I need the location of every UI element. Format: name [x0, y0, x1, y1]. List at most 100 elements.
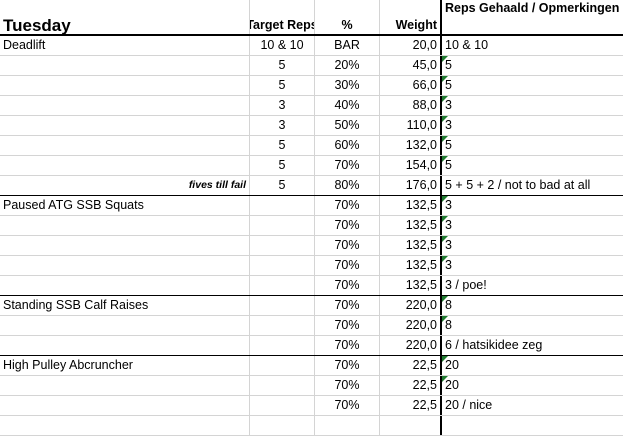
target-reps-cell[interactable]: [250, 396, 315, 415]
percent-cell[interactable]: 50%: [315, 116, 380, 135]
reps-done-cell[interactable]: 3: [442, 196, 623, 215]
target-reps-cell[interactable]: 5: [250, 176, 315, 195]
exercise-cell[interactable]: fives till fail: [0, 176, 250, 195]
weight-cell[interactable]: 22,5: [380, 396, 442, 415]
target-reps-cell[interactable]: 5: [250, 156, 315, 175]
target-reps-cell[interactable]: 10 & 10: [250, 36, 315, 55]
exercise-cell[interactable]: [0, 256, 250, 275]
percent-cell[interactable]: 70%: [315, 376, 380, 395]
target-reps-cell[interactable]: [250, 356, 315, 375]
reps-done-cell[interactable]: 5: [442, 76, 623, 95]
percent-cell[interactable]: 70%: [315, 396, 380, 415]
exercise-cell[interactable]: [0, 376, 250, 395]
weight-cell[interactable]: 132,5: [380, 276, 442, 295]
exercise-cell[interactable]: Deadlift: [0, 36, 250, 55]
weight-cell[interactable]: 132,5: [380, 196, 442, 215]
target-reps-cell[interactable]: [250, 196, 315, 215]
reps-done-cell[interactable]: 5: [442, 136, 623, 155]
exercise-cell[interactable]: [0, 156, 250, 175]
weight-cell[interactable]: 220,0: [380, 336, 442, 355]
target-reps-cell[interactable]: 5: [250, 76, 315, 95]
exercise-cell[interactable]: [0, 216, 250, 235]
exercise-cell[interactable]: [0, 276, 250, 295]
percent-cell[interactable]: 70%: [315, 256, 380, 275]
reps-done-cell[interactable]: 10 & 10: [445, 38, 489, 52]
percent-cell[interactable]: 20%: [315, 56, 380, 75]
weight-cell[interactable]: 176,0: [380, 176, 442, 195]
reps-done-cell[interactable]: 5: [442, 56, 623, 75]
weight-cell[interactable]: 132,5: [380, 256, 442, 275]
exercise-cell[interactable]: [0, 336, 250, 355]
target-reps-cell[interactable]: 3: [250, 96, 315, 115]
exercise-cell[interactable]: [0, 316, 250, 335]
percent-cell[interactable]: 80%: [315, 176, 380, 195]
weight-cell[interactable]: 45,0: [380, 56, 442, 75]
weight-cell[interactable]: 132,0: [380, 136, 442, 155]
header-percent[interactable]: %: [315, 0, 380, 34]
percent-cell[interactable]: 70%: [315, 276, 380, 295]
percent-cell[interactable]: 70%: [315, 236, 380, 255]
exercise-cell[interactable]: Standing SSB Calf Raises: [0, 296, 250, 315]
reps-done-cell[interactable]: 8: [442, 296, 623, 315]
exercise-cell[interactable]: [0, 76, 250, 95]
exercise-cell[interactable]: High Pulley Abcruncher: [0, 356, 250, 375]
weight-cell[interactable]: 20,0: [380, 36, 442, 55]
percent-cell[interactable]: 70%: [315, 336, 380, 355]
header-reps-done[interactable]: Reps Gehaald / Opmerkingen: [445, 1, 620, 15]
target-reps-cell[interactable]: [250, 296, 315, 315]
weight-cell[interactable]: 220,0: [380, 296, 442, 315]
target-reps-cell[interactable]: [250, 376, 315, 395]
reps-done-cell[interactable]: 5 + 5 + 2 / not to bad at all: [445, 178, 591, 192]
target-reps-cell[interactable]: 5: [250, 56, 315, 75]
weight-cell[interactable]: 132,5: [380, 236, 442, 255]
reps-done-cell[interactable]: 3: [442, 216, 623, 235]
reps-done-cell[interactable]: 6 / hatsikidee zeg: [445, 338, 543, 352]
percent-cell[interactable]: 60%: [315, 136, 380, 155]
percent-cell[interactable]: 70%: [315, 216, 380, 235]
weight-cell[interactable]: 154,0: [380, 156, 442, 175]
weight-cell[interactable]: 22,5: [380, 356, 442, 375]
exercise-cell[interactable]: [0, 396, 250, 415]
exercise-cell[interactable]: [0, 136, 250, 155]
percent-cell[interactable]: 70%: [315, 316, 380, 335]
target-reps-cell[interactable]: [250, 216, 315, 235]
reps-done-cell[interactable]: 3: [442, 256, 623, 275]
reps-done-cell[interactable]: 3 / poe!: [445, 278, 487, 292]
header-target-reps[interactable]: Target Reps: [250, 0, 315, 34]
percent-cell[interactable]: 70%: [315, 196, 380, 215]
exercise-cell[interactable]: [0, 56, 250, 75]
weight-cell[interactable]: 88,0: [380, 96, 442, 115]
target-reps-cell[interactable]: [250, 256, 315, 275]
header-weight[interactable]: Weight: [380, 0, 442, 34]
target-reps-cell[interactable]: [250, 336, 315, 355]
exercise-cell[interactable]: [0, 416, 250, 435]
reps-done-cell[interactable]: 3: [442, 236, 623, 255]
reps-done-cell[interactable]: 20: [442, 356, 623, 375]
reps-done-cell[interactable]: 3: [442, 96, 623, 115]
weight-cell[interactable]: 220,0: [380, 316, 442, 335]
reps-done-cell[interactable]: 20: [442, 376, 623, 395]
weight-cell[interactable]: 110,0: [380, 116, 442, 135]
target-reps-cell[interactable]: [250, 316, 315, 335]
weight-cell[interactable]: [380, 416, 442, 435]
reps-done-cell[interactable]: 3: [442, 116, 623, 135]
exercise-cell[interactable]: [0, 116, 250, 135]
header-day[interactable]: Tuesday: [0, 0, 250, 34]
exercise-cell[interactable]: [0, 236, 250, 255]
percent-cell[interactable]: 70%: [315, 356, 380, 375]
percent-cell[interactable]: [315, 416, 380, 435]
target-reps-cell[interactable]: 3: [250, 116, 315, 135]
reps-done-cell[interactable]: [442, 416, 623, 435]
exercise-cell[interactable]: Paused ATG SSB Squats: [0, 196, 250, 215]
weight-cell[interactable]: 22,5: [380, 376, 442, 395]
reps-done-cell[interactable]: 20 / nice: [445, 398, 493, 412]
percent-cell[interactable]: 70%: [315, 156, 380, 175]
target-reps-cell[interactable]: 5: [250, 136, 315, 155]
percent-cell[interactable]: 70%: [315, 296, 380, 315]
weight-cell[interactable]: 66,0: [380, 76, 442, 95]
target-reps-cell[interactable]: [250, 236, 315, 255]
percent-cell[interactable]: 30%: [315, 76, 380, 95]
exercise-cell[interactable]: [0, 96, 250, 115]
percent-cell[interactable]: 40%: [315, 96, 380, 115]
reps-done-cell[interactable]: 8: [442, 316, 623, 335]
